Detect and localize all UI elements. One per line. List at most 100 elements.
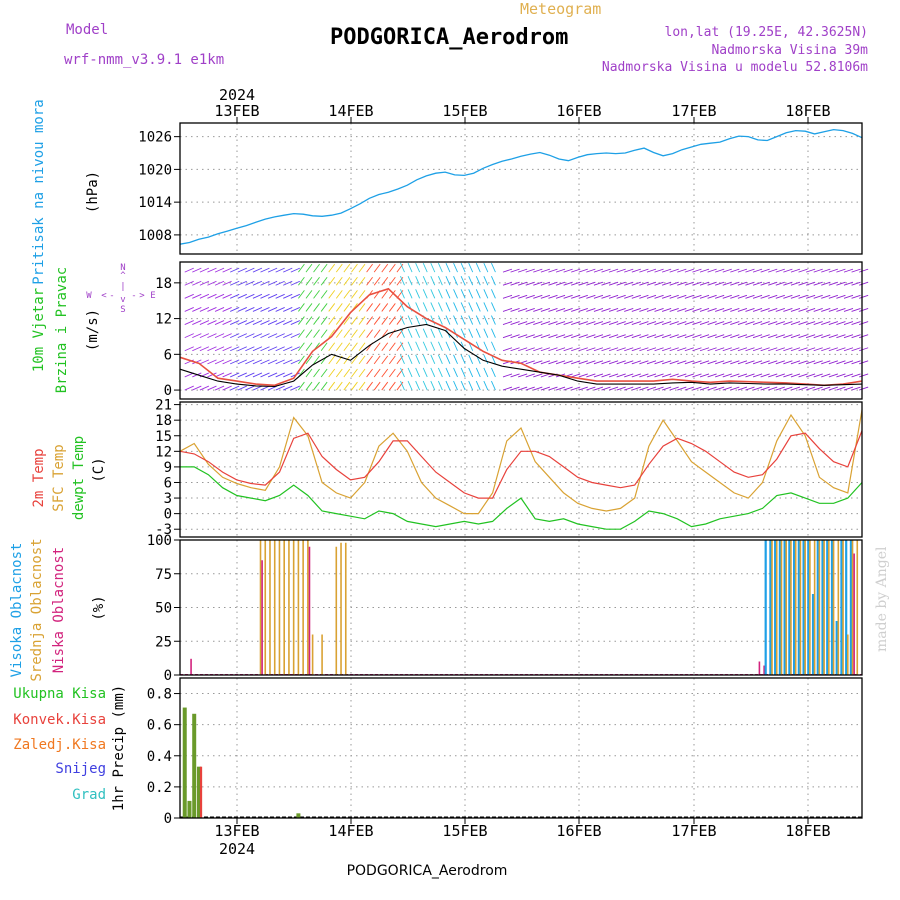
wind-barb xyxy=(373,381,381,391)
wind-barb xyxy=(400,380,405,391)
wind-barb xyxy=(859,360,869,365)
wind-barb xyxy=(351,342,358,352)
wind-barb xyxy=(813,268,823,273)
wind-barb xyxy=(661,360,672,365)
wind-barb xyxy=(631,360,641,365)
wind-barb xyxy=(491,262,496,273)
wind-barb xyxy=(730,268,740,273)
wind-barb xyxy=(677,321,687,325)
wind-barb xyxy=(722,321,732,325)
wind-barb xyxy=(692,308,702,312)
temp-dew-line xyxy=(180,466,863,530)
wind-barb xyxy=(813,321,823,325)
wind-barb xyxy=(267,293,278,299)
wind-barb xyxy=(616,360,626,365)
temperature-tick-label: 21 xyxy=(155,398,172,414)
wind-barb xyxy=(821,360,831,365)
wind-gust-line xyxy=(179,287,863,387)
wind-barb xyxy=(752,360,763,365)
precip-legend-item: Ukupna Kisa xyxy=(13,686,106,702)
wind-barb xyxy=(400,328,405,338)
wind-barb xyxy=(661,308,672,312)
wind-barb xyxy=(563,347,573,352)
wind-barb xyxy=(381,276,389,286)
wind-barb xyxy=(730,321,740,325)
precip-bar xyxy=(196,766,201,818)
wind-barb xyxy=(358,368,366,378)
wind-barb xyxy=(518,308,528,312)
wind-barb xyxy=(358,316,366,325)
wind-barb xyxy=(184,385,194,391)
wind-barb xyxy=(730,281,740,286)
wind-barb xyxy=(275,320,285,325)
wind-barb xyxy=(237,385,247,391)
compass-stem: | xyxy=(120,282,125,292)
wind-barb xyxy=(707,321,717,325)
wind-barb xyxy=(578,294,588,299)
wind-barb xyxy=(388,303,396,312)
precip-frame xyxy=(179,677,863,819)
wind-barb xyxy=(760,294,770,299)
wind-barb xyxy=(805,347,816,352)
wind-barb xyxy=(468,328,474,338)
compass-arrow-south: v xyxy=(120,295,125,305)
wind-barb xyxy=(491,315,496,325)
wind-barb xyxy=(275,359,285,365)
wind-barb xyxy=(184,320,194,325)
wind-barb xyxy=(677,334,687,339)
wind-barb xyxy=(460,289,466,299)
wind-barb xyxy=(328,303,336,312)
wind-barb xyxy=(601,268,611,273)
credit: made by Angel xyxy=(874,546,890,652)
wind-barb xyxy=(214,346,225,352)
pressure-ylabel: Pritisak na nivou mora xyxy=(31,99,47,284)
wind-barb xyxy=(396,276,404,286)
wind-barb xyxy=(715,321,725,325)
wind-barb xyxy=(836,386,846,391)
wind-barb xyxy=(358,303,366,312)
wind-barb xyxy=(275,307,285,312)
wind-barb xyxy=(313,368,320,378)
wind-barb xyxy=(624,386,634,391)
wind-barb xyxy=(491,276,496,286)
wind-barb xyxy=(525,347,535,352)
wind-barb xyxy=(351,316,358,325)
precip-ylabel: 1hr Precip (mm) xyxy=(111,685,127,811)
wind-barb xyxy=(798,373,808,378)
wind-barb xyxy=(407,341,413,351)
x-tick-label-bottom: 15FEB xyxy=(442,822,487,840)
wind-barb xyxy=(836,308,846,312)
model-altitude: Nadmorska Visina u modelu 52.8106m xyxy=(602,60,868,75)
wind-barb xyxy=(722,386,732,391)
meteogram-label: Meteogram xyxy=(520,0,601,18)
wind-barb xyxy=(593,294,604,299)
wind-barb xyxy=(252,293,263,299)
wind-barb xyxy=(184,333,194,339)
wind-barb xyxy=(805,321,816,325)
wind-barb xyxy=(460,367,466,378)
wind-barb xyxy=(207,307,217,312)
wind-barb xyxy=(790,373,801,378)
wind-barb xyxy=(510,294,520,299)
wind-barb xyxy=(381,381,389,391)
wind-barb xyxy=(222,307,232,312)
wind-barb xyxy=(669,308,679,312)
wind-barb xyxy=(654,347,664,352)
wind-barb xyxy=(283,346,293,352)
wind-barb xyxy=(335,263,343,273)
wind-barb xyxy=(677,347,687,352)
precip-legend-item: Snijeg xyxy=(55,761,106,777)
wind-barb xyxy=(677,268,687,273)
wind-barb xyxy=(222,359,232,365)
wind-barb xyxy=(437,315,443,325)
wind-barb xyxy=(752,373,763,378)
wind-barb xyxy=(415,289,421,299)
wind-barb xyxy=(199,293,210,299)
wind-barb xyxy=(260,333,270,339)
compass-north: N xyxy=(120,263,125,273)
wind-barb xyxy=(608,321,619,325)
wind-barb xyxy=(715,294,725,299)
wind-barb xyxy=(578,334,588,339)
wind-barb xyxy=(237,320,247,325)
wind-barb xyxy=(475,315,481,325)
